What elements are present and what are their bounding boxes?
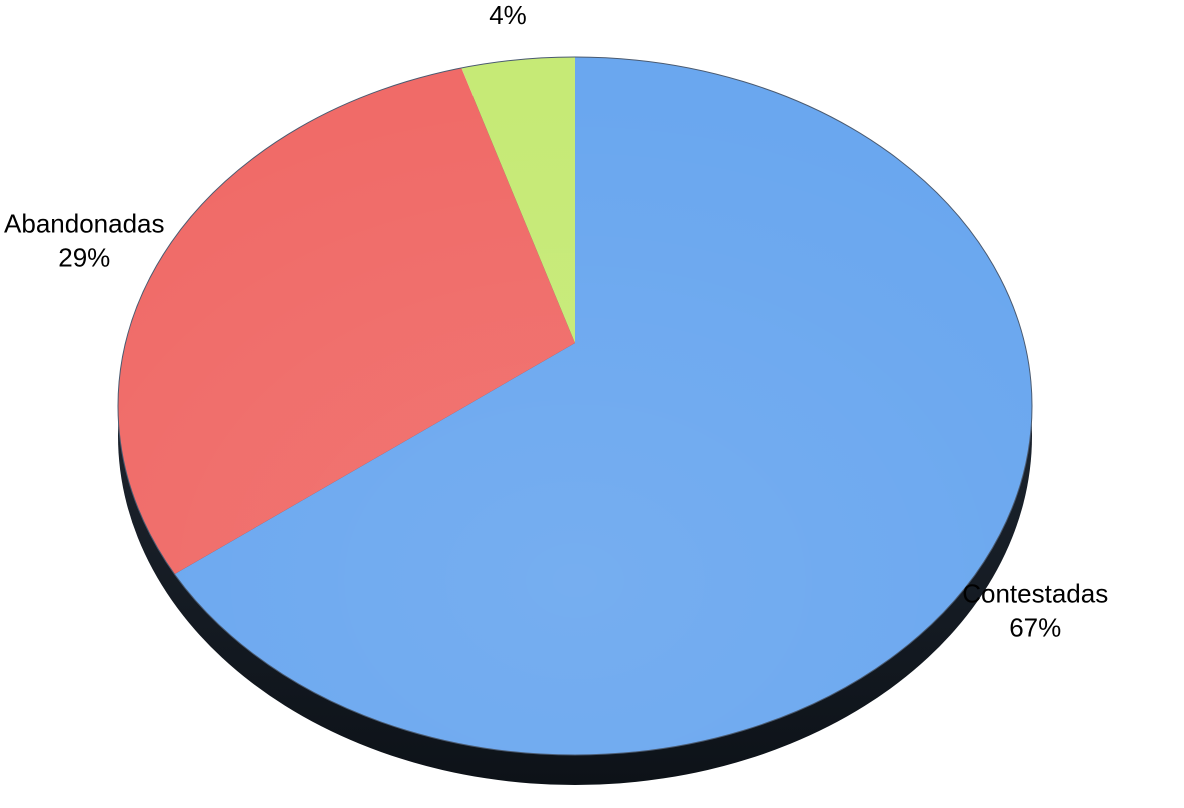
slice-label: Contestadas	[962, 579, 1108, 609]
slice-label: Abandonadas	[4, 209, 164, 239]
pie-rim	[117, 56, 1033, 756]
slice-value-label: 29%	[58, 243, 110, 273]
slice-value-label: 4%	[489, 0, 527, 30]
slice-value-label: 67%	[1009, 613, 1061, 643]
